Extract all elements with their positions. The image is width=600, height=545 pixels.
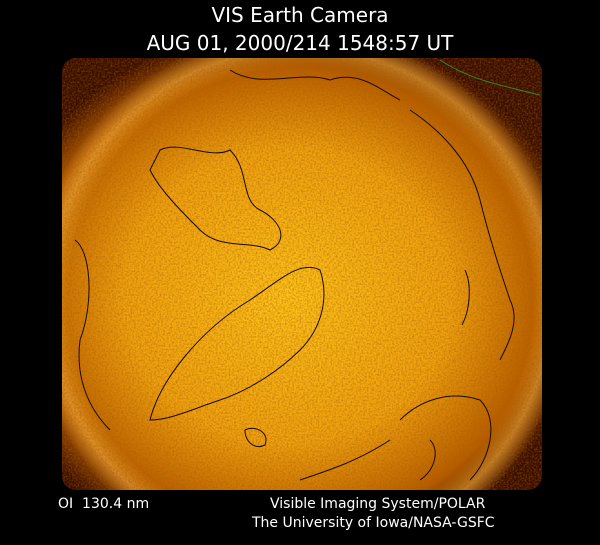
title: VIS Earth Camera — [211, 3, 388, 27]
credit: The University of Iowa/NASA-GSFC — [251, 515, 495, 531]
coastlines — [74, 69, 515, 481]
instrument: Visible Imaging System/POLAR — [270, 496, 486, 512]
wavelength: OI 130.4 nm — [58, 496, 149, 512]
earth-image — [62, 58, 542, 490]
timestamp: AUG 01, 2000/214 1548:57 UT — [147, 31, 455, 55]
coastline-edge — [439, 59, 541, 96]
